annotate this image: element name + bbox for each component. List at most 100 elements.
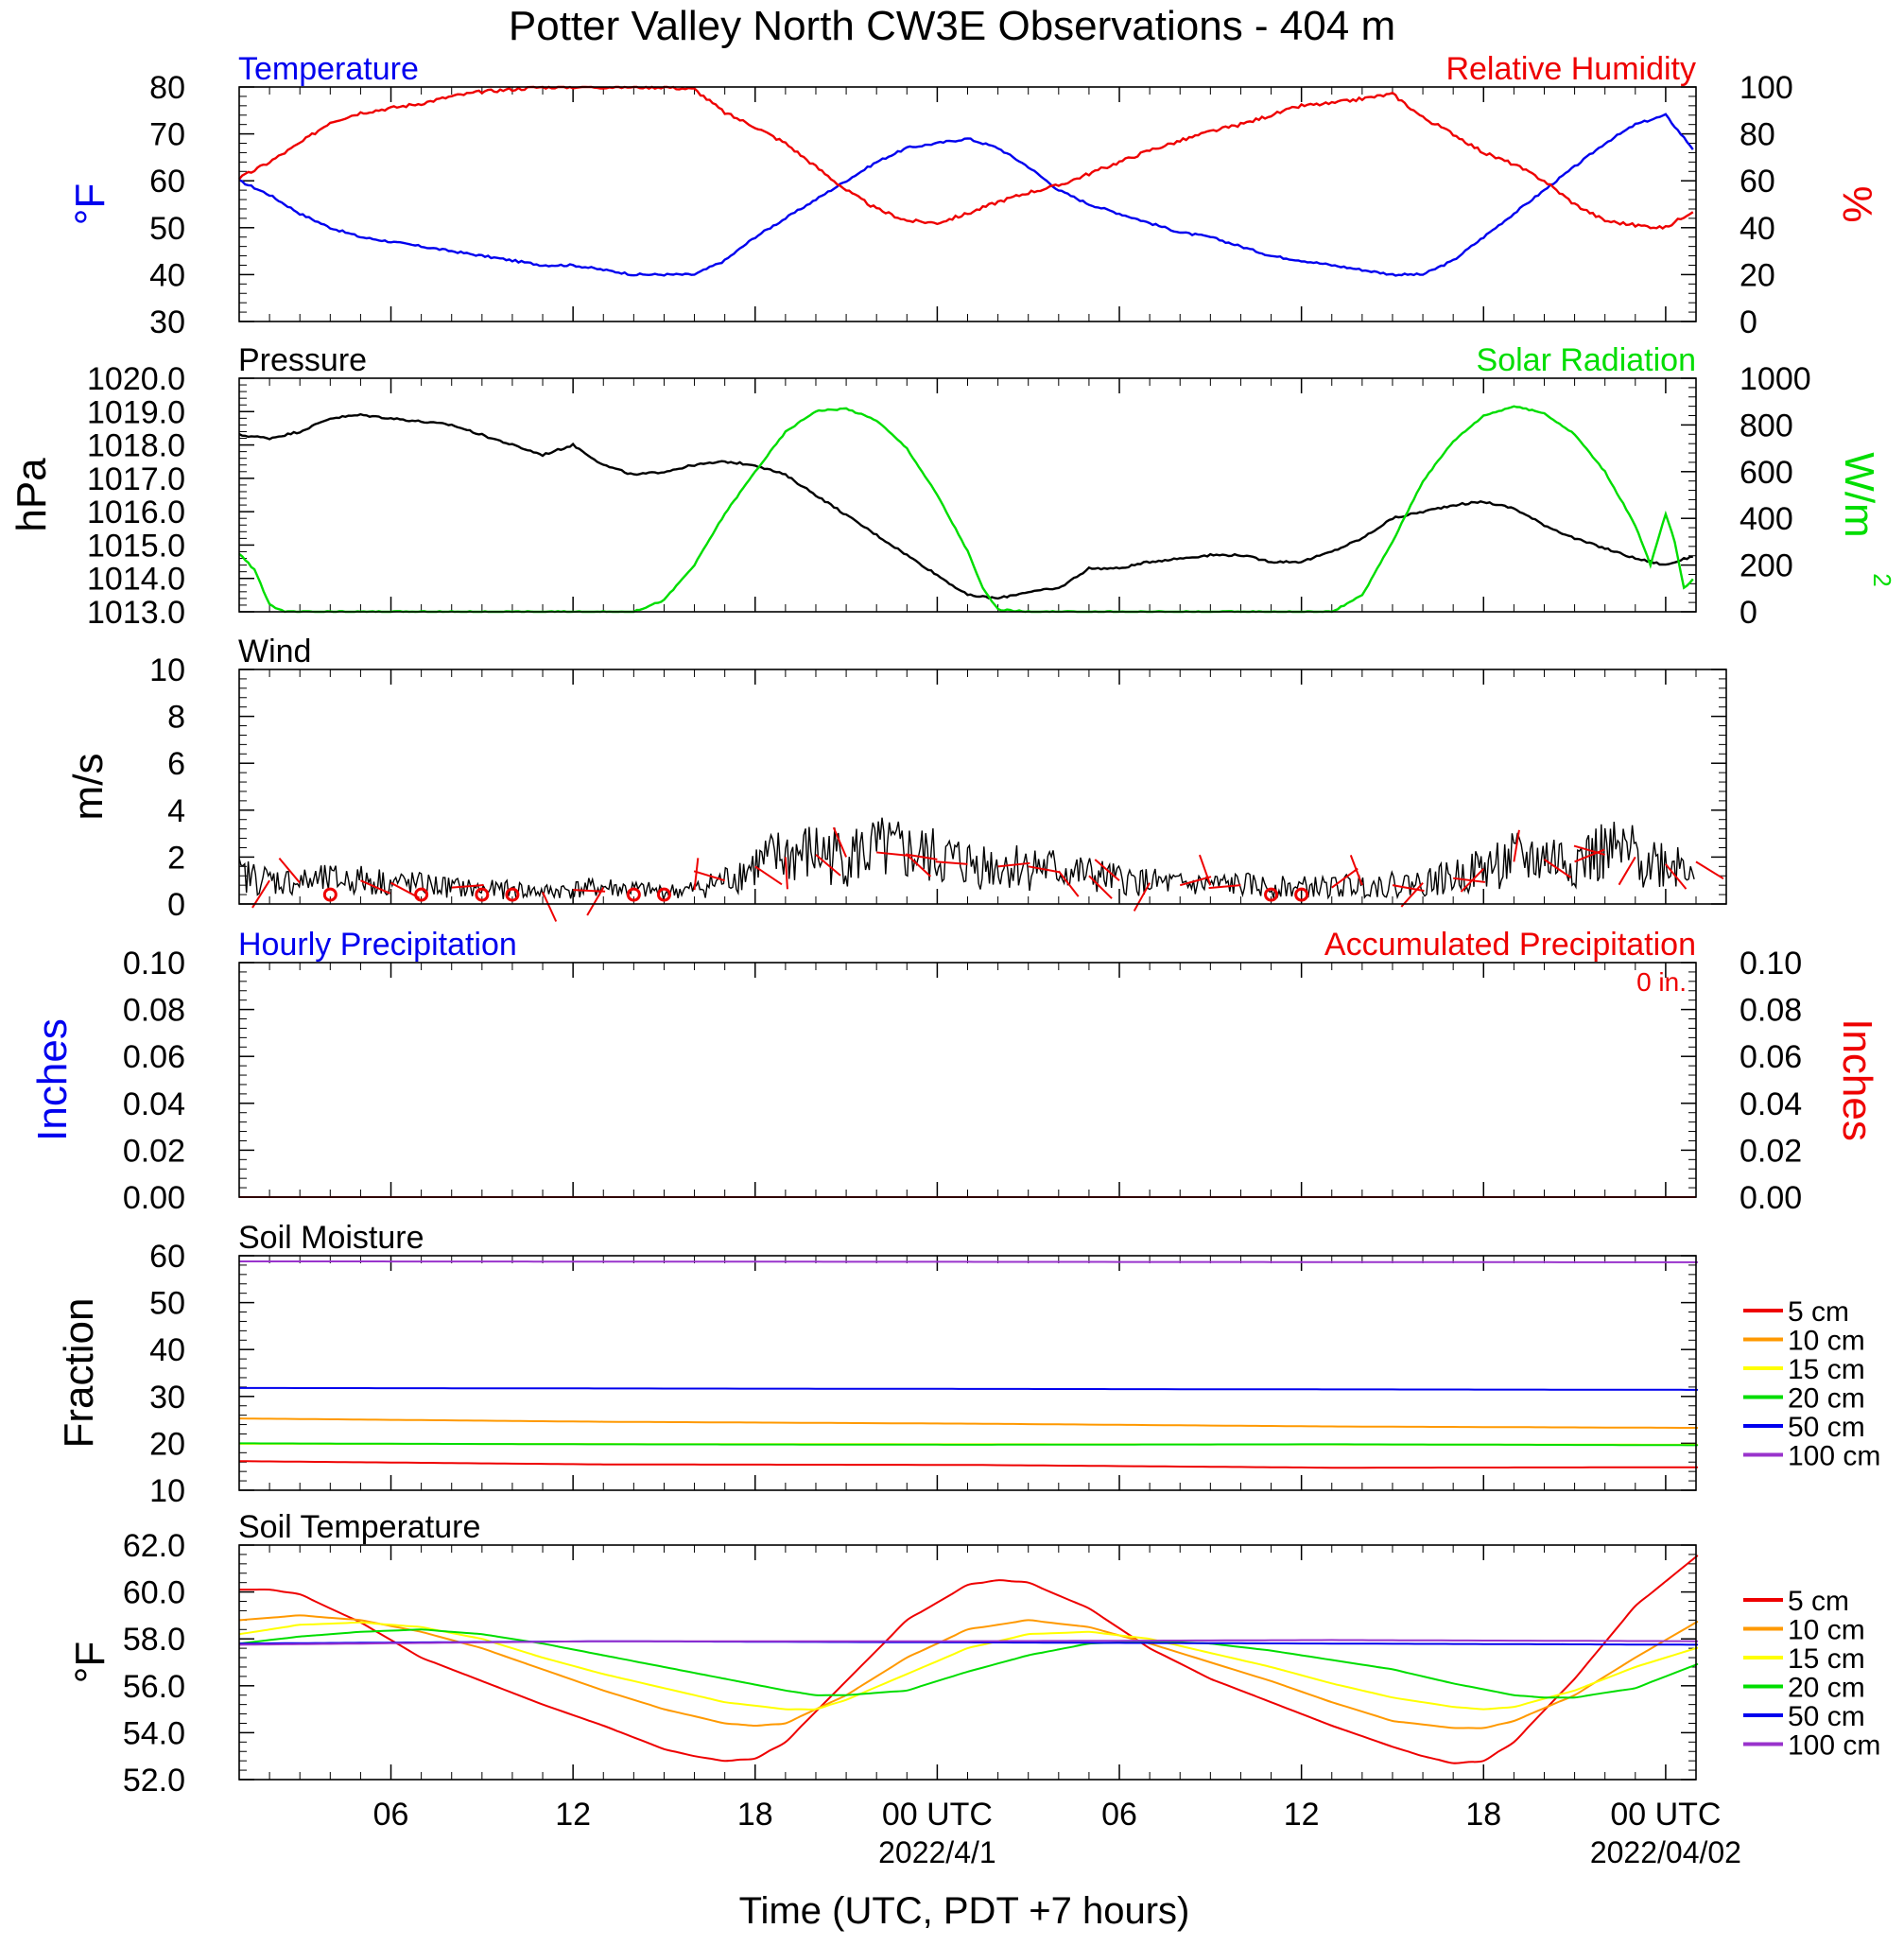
- y-axis-title-left: °F: [67, 1642, 113, 1683]
- x-tick-label: 18: [737, 1797, 773, 1833]
- y-tick-label-right: 0.10: [1740, 946, 1802, 982]
- y-tick-label-right: 200: [1740, 548, 1793, 584]
- series-15-cm: [238, 1621, 1699, 1711]
- wind-barb: [1513, 829, 1520, 862]
- y-tick-label-right: 0.06: [1740, 1039, 1802, 1075]
- y-tick-label-left: 40: [149, 257, 185, 293]
- wind-barb: [451, 884, 484, 889]
- legend-label: 50 cm: [1788, 1701, 1865, 1732]
- wind-barb: [935, 860, 968, 865]
- panel-title-right: Solar Radiation: [1477, 342, 1696, 378]
- wind-barb: [1198, 854, 1212, 886]
- y-tick-label-left: 20: [149, 1426, 185, 1462]
- y-tick-label-right: 600: [1740, 455, 1793, 491]
- y-tick-label-left: 52.0: [123, 1763, 185, 1798]
- y-tick-label-left: 1014.0: [87, 562, 185, 598]
- y-tick-label-left: 1015.0: [87, 528, 185, 564]
- calm-wind-circle: [322, 887, 338, 902]
- panel-title-left: Pressure: [238, 342, 367, 378]
- y-tick-label-right: 0.00: [1740, 1180, 1802, 1216]
- panel-1: Pressure Solar Radiation 1013.01014.01015.…: [9, 342, 1896, 631]
- legend-label: 100 cm: [1788, 1441, 1880, 1472]
- y-tick-label-left: 30: [149, 1380, 185, 1416]
- wind-barb: [693, 870, 725, 882]
- y-tick-label-right: 0.04: [1740, 1086, 1802, 1122]
- y-tick-label-left: 1016.0: [87, 495, 185, 530]
- y-tick-label-right: 60: [1740, 164, 1775, 200]
- y-tick-label-left: 6: [167, 746, 185, 782]
- y-tick-label-left: 0: [167, 887, 185, 923]
- y-tick-label-left: 58.0: [123, 1622, 185, 1658]
- wind-barb: [1695, 860, 1724, 880]
- legend-label: 20 cm: [1788, 1673, 1865, 1704]
- wind-barb: [905, 853, 938, 860]
- y-axis-title-left: Inches: [29, 1018, 76, 1141]
- panel-title-right: Relative Humidity: [1445, 51, 1696, 87]
- y-tick-label-left: 1013.0: [87, 595, 185, 631]
- wind-barb: [1058, 870, 1080, 897]
- series-10-cm: [238, 1417, 1699, 1429]
- legend-label: 15 cm: [1788, 1643, 1865, 1675]
- wind-barb: [1179, 876, 1212, 887]
- superscript-2: 2: [1868, 573, 1896, 586]
- series-10-cm: [238, 1614, 1699, 1729]
- wind-barb: [573, 889, 606, 893]
- wind-barb: [832, 826, 848, 858]
- wind-barb: [1331, 867, 1359, 889]
- legend-label: 5 cm: [1788, 1296, 1849, 1328]
- y-tick-label-left: 1018.0: [87, 428, 185, 464]
- panel-4: Soil Moisture 10 20 30 40 50 60 Fraction 5 cm10 …: [56, 1220, 1880, 1509]
- y-axis-title-left: Fraction: [56, 1298, 102, 1449]
- panel-5: Soil Temperature 52.0 54.0 56.0 58.0 60.0 62.0…: [67, 1509, 1880, 1798]
- y-tick-label-right: 40: [1740, 211, 1775, 247]
- panel-3: Hourly Precipitation Accumulated Precipit…: [29, 927, 1880, 1216]
- series-solar-radiation: [238, 405, 1694, 614]
- x-tick-label: 12: [1284, 1797, 1320, 1833]
- panel-frame: [238, 377, 1697, 613]
- panels: Temperature Relative Humidity304050607080…: [9, 51, 1896, 1798]
- y-tick-label-left: 10: [149, 1473, 185, 1509]
- y-tick-label-left: 4: [167, 793, 185, 829]
- x-tick-label: 06: [1101, 1797, 1137, 1833]
- wind-barb: [1665, 863, 1688, 890]
- x-tick-label: 12: [555, 1797, 591, 1833]
- calm-wind-circle: [505, 887, 520, 902]
- x-date-label: 2022/4/1: [878, 1835, 996, 1869]
- wind-barb: [1543, 859, 1572, 878]
- wind-barb: [1208, 884, 1241, 890]
- wind-barb: [876, 851, 909, 857]
- y-tick-label-left: 80: [149, 70, 185, 106]
- legend-label: 10 cm: [1788, 1615, 1865, 1646]
- calm-wind-circle: [626, 887, 641, 902]
- wind-barb: [251, 879, 270, 909]
- legend-label: 20 cm: [1788, 1383, 1865, 1415]
- y-tick-label-left: 0.08: [123, 993, 185, 1029]
- y-tick-label-left: 0.04: [123, 1086, 185, 1122]
- y-tick-label-left: 1017.0: [87, 461, 185, 497]
- wind-barb: [754, 865, 783, 886]
- figure-title: Potter Valley North CW3E Observations - …: [509, 3, 1395, 49]
- calm-wind-circle: [475, 887, 490, 902]
- series-5-cm: [238, 1460, 1699, 1469]
- y-tick-label-left: 70: [149, 117, 185, 153]
- calm-wind-circle: [656, 887, 671, 902]
- x-tick-label: 18: [1465, 1797, 1501, 1833]
- legend-label: 50 cm: [1788, 1412, 1865, 1443]
- y-axis-title-right: %: [1834, 185, 1880, 222]
- y-axis-title-right: Inches: [1834, 1018, 1880, 1141]
- wind-barb: [906, 854, 932, 877]
- y-tick-label-left: 60: [149, 1239, 185, 1275]
- y-tick-label-left: 0.10: [123, 946, 185, 982]
- panel-title-left: Hourly Precipitation: [238, 927, 517, 963]
- x-axis-label: Time (UTC, PDT +7 hours): [739, 1890, 1190, 1932]
- wind-barb: [1133, 882, 1151, 912]
- panel-title-left: Temperature: [238, 51, 419, 87]
- y-tick-label-right: 800: [1740, 408, 1793, 443]
- y-tick-label-left: 40: [149, 1332, 185, 1368]
- y-tick-label-right: 20: [1740, 257, 1775, 293]
- y-tick-label-left: 50: [149, 1286, 185, 1322]
- wind-barb: [1573, 844, 1605, 856]
- y-tick-label-right: 400: [1740, 501, 1793, 537]
